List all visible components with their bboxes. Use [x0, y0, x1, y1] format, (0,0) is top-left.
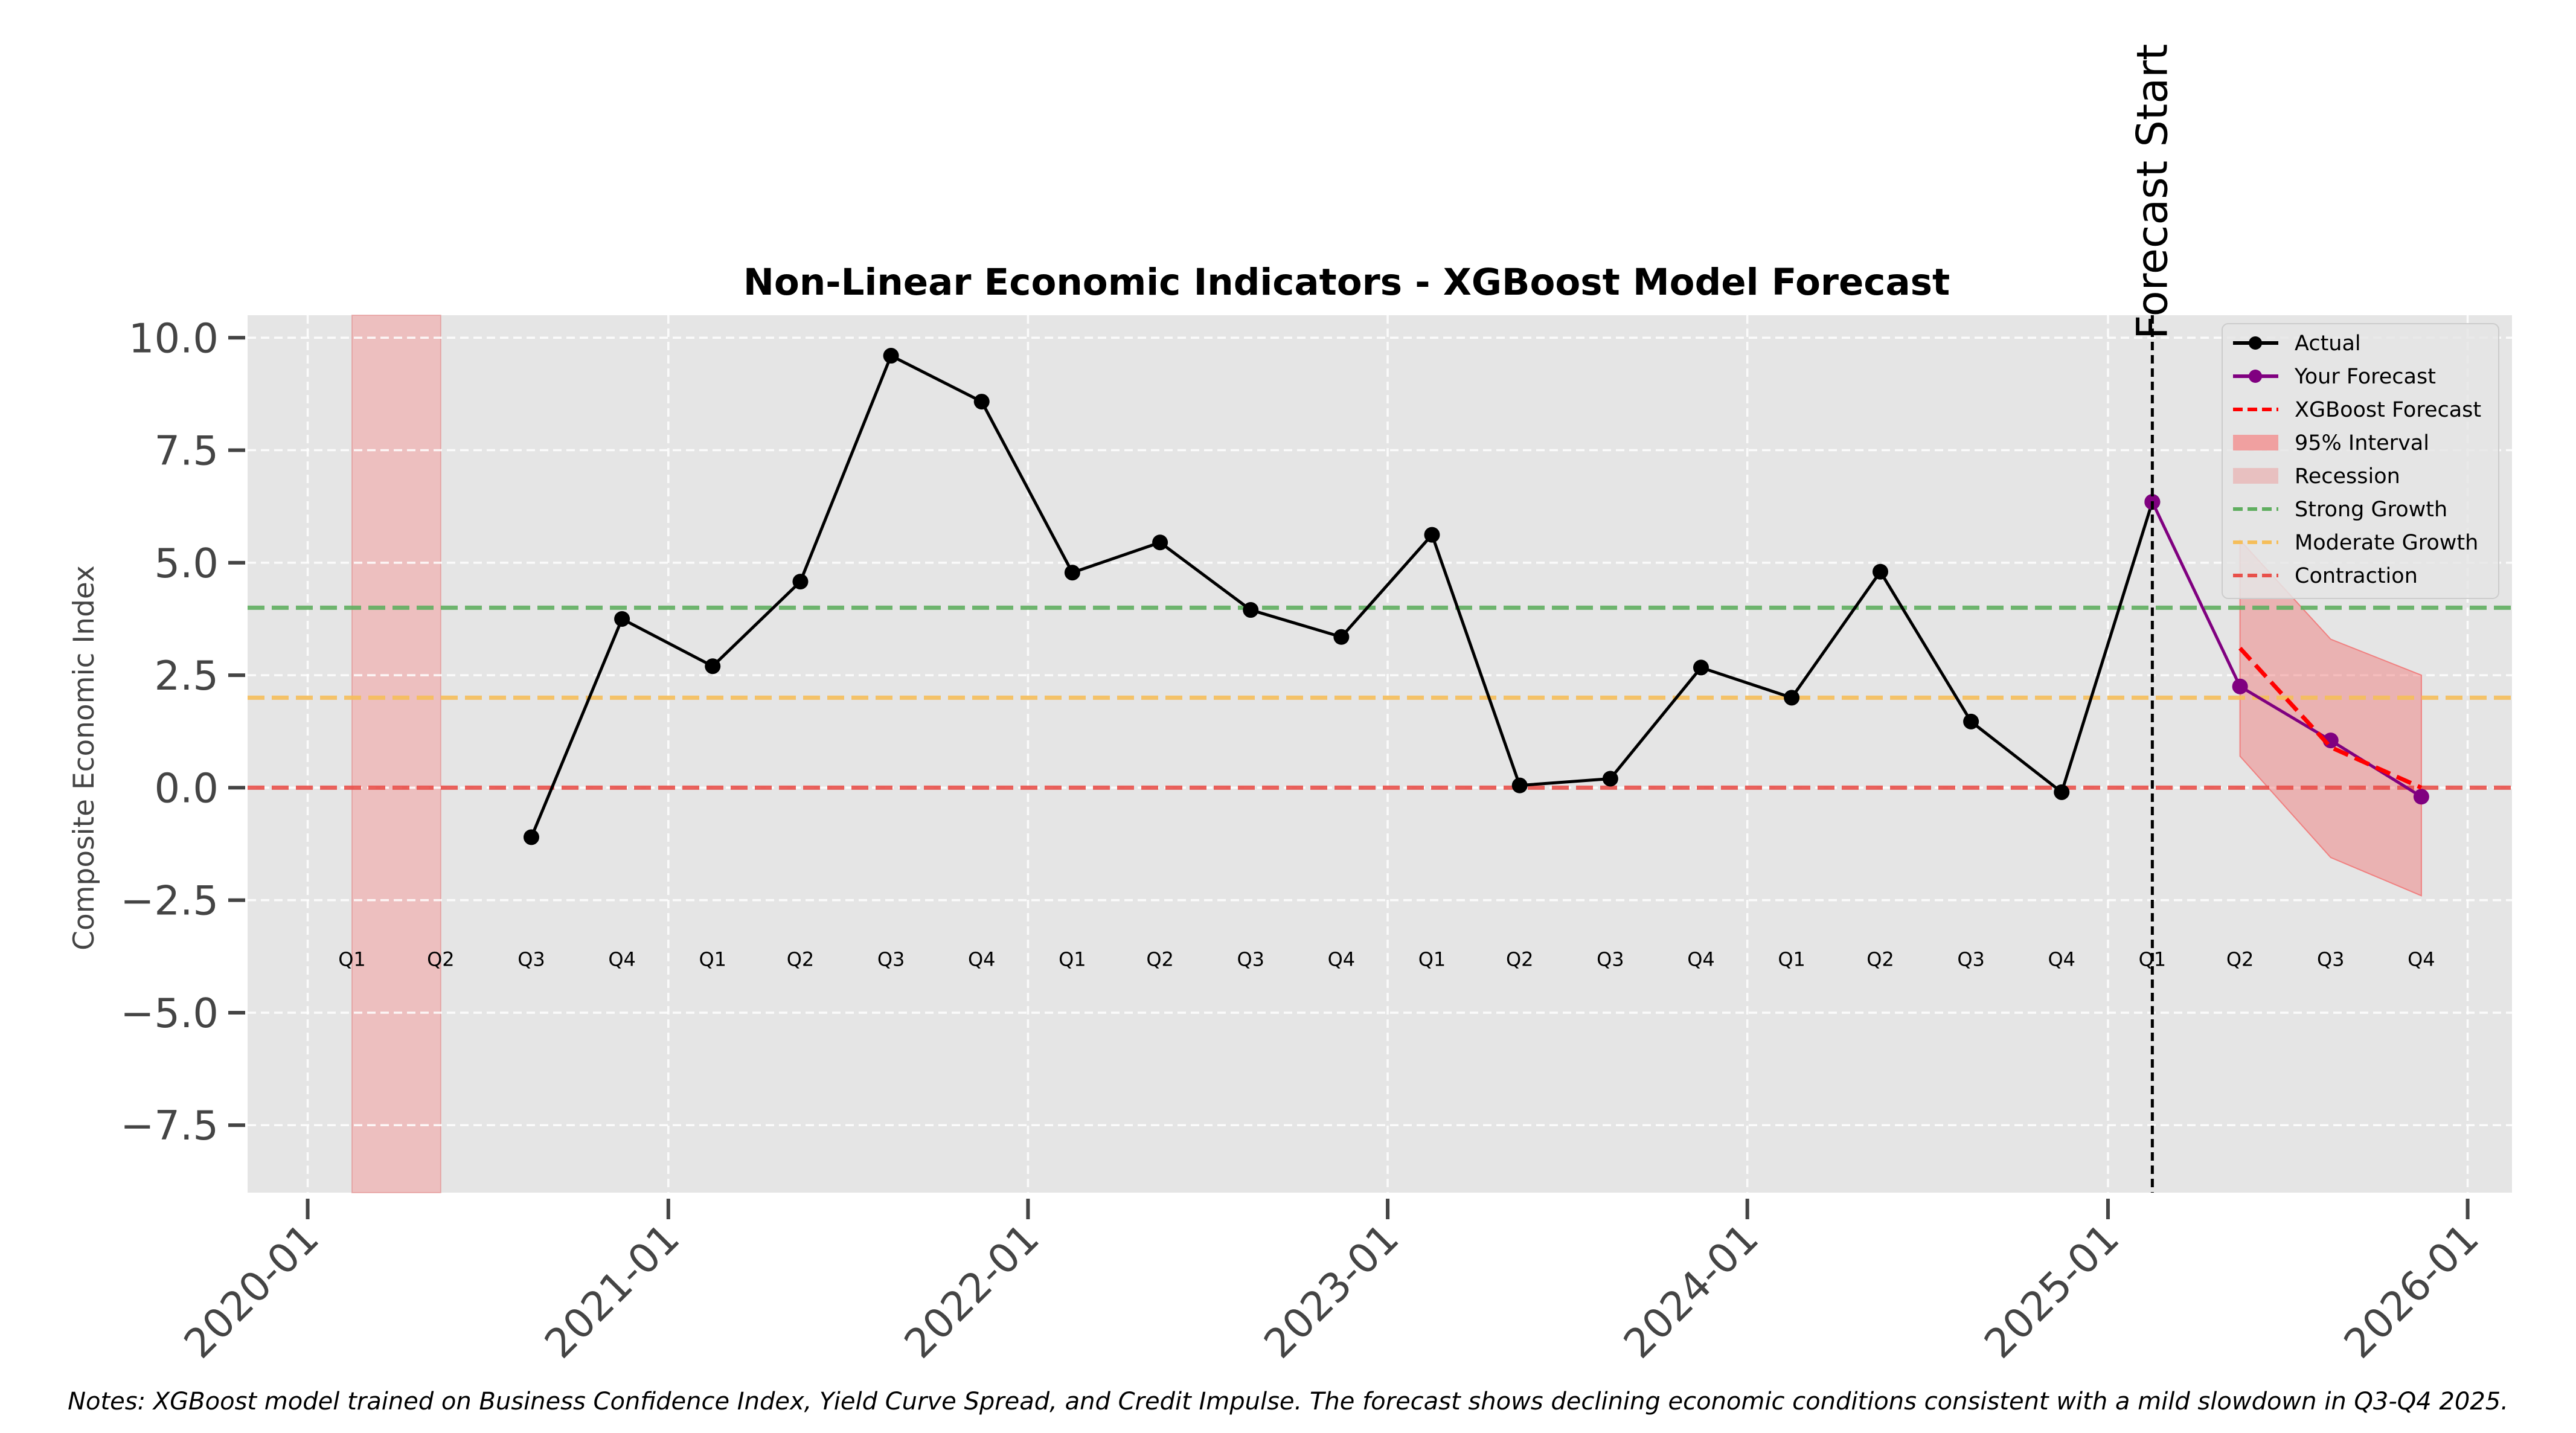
x-tick-label: 2022-01 [896, 1214, 1048, 1367]
x-tick-label: 2020-01 [175, 1214, 328, 1367]
actual-point [1243, 602, 1259, 618]
y-tick-label: 10.0 [129, 315, 219, 362]
x-tick-label: 2024-01 [1615, 1214, 1767, 1367]
series-layer [523, 348, 2429, 845]
quarter-label: Q4 [608, 948, 636, 971]
legend-marker-your-forecast [2249, 370, 2262, 383]
y-tick-label: −7.5 [120, 1102, 219, 1149]
x-tick-label: 2025-01 [1975, 1214, 2128, 1367]
interval-layer [2239, 538, 2422, 897]
legend-label-moderate-growth: Moderate Growth [2295, 531, 2478, 555]
actual-point [1333, 629, 1350, 645]
y-tick-label: 0.0 [154, 765, 219, 812]
actual-point [1963, 713, 1979, 729]
recession-band [351, 315, 441, 1193]
quarter-label: Q4 [1328, 948, 1356, 971]
legend-swatch-95-interval [2233, 435, 2278, 450]
actual-point [523, 829, 539, 845]
quarter-label: Q2 [2226, 948, 2254, 971]
quarter-label: Q1 [1778, 948, 1805, 971]
plot-background [248, 315, 2512, 1193]
x-tick-label: 2021-01 [536, 1214, 688, 1367]
actual-point [614, 611, 630, 627]
y-tick-label: −5.0 [120, 990, 219, 1037]
y-tick-label: 7.5 [154, 428, 219, 475]
y-tick-label: 5.0 [154, 540, 219, 587]
actual-point [973, 394, 990, 410]
actual-point [1872, 563, 1888, 580]
actual-point [1784, 690, 1800, 706]
actual-point [1064, 565, 1080, 581]
legend-marker-actual [2249, 336, 2262, 350]
grid-layer [248, 315, 2512, 1193]
actual-point [1511, 777, 1528, 793]
quarter-label: Q4 [968, 948, 996, 971]
reference-lines-layer [248, 605, 2512, 790]
your-forecast-point [2232, 678, 2248, 694]
quarter-label: Q3 [2317, 948, 2345, 971]
legend-label-95-interval: 95% Interval [2295, 431, 2429, 455]
quarter-label: Q4 [2048, 948, 2075, 971]
quarter-label: Q3 [1237, 948, 1264, 971]
legend-swatch-recession [2233, 468, 2278, 484]
y-tick-label: −2.5 [120, 877, 219, 925]
quarter-label: Q1 [1059, 948, 1086, 971]
quarter-label: Q1 [1418, 948, 1446, 971]
quarter-label: Q3 [877, 948, 905, 971]
legend-label-your-forecast: Your Forecast [2294, 365, 2436, 389]
legend: Actual Your Forecast XGBoost Forecast 95% I… [2222, 323, 2499, 599]
recession-layer [351, 315, 441, 1193]
legend-label-recession: Recession [2295, 464, 2400, 489]
actual-point [1424, 527, 1440, 543]
chart-note: Notes: XGBoost model trained on Business… [68, 1388, 2508, 1415]
actual-point [1602, 771, 1618, 787]
forecast-start-label: Forecast Start [2127, 44, 2177, 339]
legend-label-actual: Actual [2295, 332, 2361, 356]
legend-label-xgboost-forecast: XGBoost Forecast [2295, 398, 2481, 422]
actual-point [2054, 784, 2070, 800]
quarter-labels-layer: Q1 Q2 Q3 Q4 Q1 Q2 Q3 Q4 Q1 Q2 Q3 Q4 Q1 Q2 Q3 Q4 Q1 Q2 Q3 Q4… [338, 948, 2435, 971]
quarter-label: Q1 [338, 948, 366, 971]
actual-point [883, 348, 899, 364]
actual-point [705, 658, 721, 675]
legend-label-contraction: Contraction [2295, 564, 2418, 588]
quarter-label: Q2 [427, 948, 455, 971]
quarter-label: Q4 [1687, 948, 1715, 971]
actual-point [1693, 659, 1709, 676]
x-tick-label: 2023-01 [1255, 1214, 1408, 1367]
quarter-label: Q3 [1957, 948, 1985, 971]
chart-title: Non-Linear Economic Indicators - XGBoost… [743, 261, 1950, 304]
forecast-start-layer: Forecast Start [2127, 44, 2177, 1193]
legend-box [2222, 323, 2499, 599]
actual-point [1152, 534, 1168, 551]
y-axis-label: Composite Economic Index [68, 565, 101, 951]
interval-band [2239, 538, 2422, 897]
quarter-label: Q3 [1597, 948, 1624, 971]
your-forecast-point [2413, 789, 2429, 805]
legend-label-strong-growth: Strong Growth [2295, 498, 2447, 522]
actual-point [792, 574, 809, 590]
quarter-label: Q1 [699, 948, 726, 971]
x-tick-label: 2026-01 [2335, 1214, 2488, 1367]
quarter-label: Q2 [787, 948, 815, 971]
quarter-label: Q2 [1866, 948, 1894, 971]
quarter-label: Q2 [1506, 948, 1534, 971]
quarter-label: Q4 [2408, 948, 2435, 971]
quarter-label: Q2 [1146, 948, 1174, 971]
quarter-label: Q3 [517, 948, 545, 971]
y-tick-label: 2.5 [154, 652, 219, 699]
